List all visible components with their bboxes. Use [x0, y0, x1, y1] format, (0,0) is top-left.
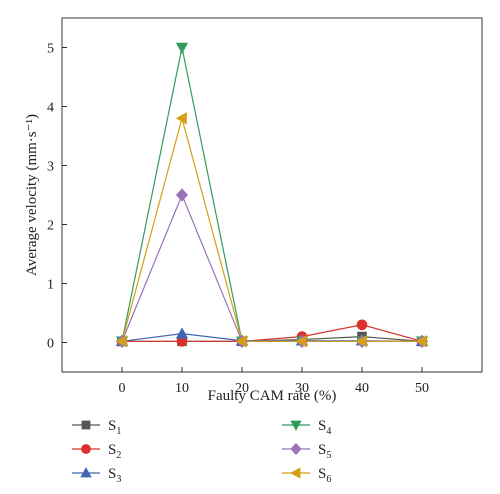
x-axis-label: Faulty CAM rate (%) — [208, 388, 337, 404]
data-point — [235, 335, 247, 348]
legend-label: S3 — [108, 466, 121, 485]
data-point — [175, 42, 189, 54]
legend-label: S2 — [108, 442, 121, 461]
x-tick-label: 20 — [235, 381, 249, 396]
legend: S1 S2 S3 S4 S5 S6 — [72, 418, 331, 485]
data-point — [80, 467, 92, 478]
y-tick-label: 0 — [47, 337, 54, 352]
x-tick-label: 50 — [415, 381, 429, 396]
legend-label: S4 — [318, 418, 331, 437]
data-point — [81, 444, 91, 454]
x-tick-label: 10 — [175, 381, 189, 396]
y-tick-label: 1 — [47, 278, 54, 293]
series-lines — [121, 47, 423, 342]
series-line — [121, 193, 422, 342]
legend-label: S1 — [108, 418, 121, 437]
series-line — [121, 115, 422, 342]
y-tick-label: 2 — [47, 219, 54, 234]
data-point — [290, 467, 301, 479]
data-point — [81, 420, 91, 430]
y-tick-label: 4 — [47, 101, 54, 116]
y-axis-label: Average velocity (mm·s⁻¹) — [24, 114, 40, 276]
data-point — [175, 188, 189, 202]
y-tick-label: 5 — [47, 42, 54, 57]
legend-label: S6 — [318, 466, 331, 485]
x-tick-label: 0 — [119, 381, 126, 396]
plot-frame — [61, 17, 483, 373]
data-point — [175, 327, 189, 339]
y-tick-label: 3 — [47, 160, 54, 175]
data-point — [115, 335, 127, 348]
data-point — [290, 420, 302, 431]
data-point — [415, 335, 427, 348]
data-point — [290, 442, 302, 456]
x-tick-label: 40 — [355, 381, 369, 396]
data-point — [356, 319, 368, 331]
data-point — [175, 112, 187, 125]
axis-ticks: 0 10 20 30 40 50 0 1 2 3 4 5 — [47, 42, 429, 397]
series-markers — [115, 42, 429, 348]
data-point — [355, 335, 367, 348]
series-line — [121, 47, 422, 342]
data-point — [295, 335, 307, 348]
legend-label: S5 — [318, 442, 331, 461]
series-line — [122, 324, 423, 342]
x-tick-label: 30 — [295, 381, 309, 396]
